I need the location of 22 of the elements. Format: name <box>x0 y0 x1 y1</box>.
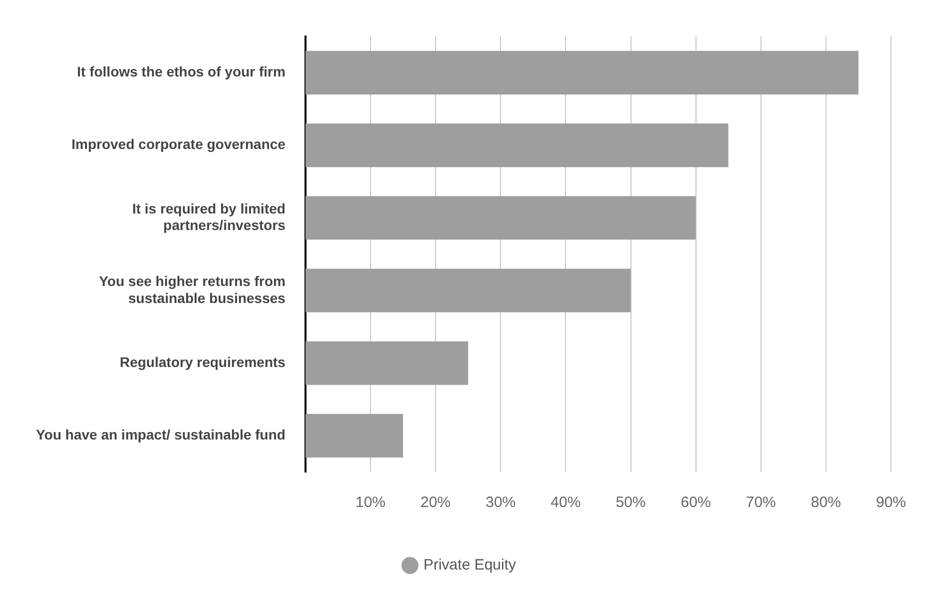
x-tick-label: 60% <box>680 494 711 512</box>
bar <box>305 196 696 240</box>
y-tick-label: It is required by limited partners/investors <box>132 200 286 234</box>
x-tick-label: 70% <box>746 494 776 512</box>
bar <box>305 50 858 94</box>
y-tick-label: Improved corporate governance <box>72 136 286 152</box>
x-tick-label: 50% <box>616 494 646 512</box>
y-tick-label: It follows the ethos of your firm <box>77 64 286 80</box>
x-tick-label: 30% <box>486 494 516 512</box>
legend-label: Private Equity <box>423 556 517 574</box>
x-tick-label: 80% <box>810 494 841 512</box>
y-tick-label: You see higher returns from sustainable businesses <box>99 272 286 306</box>
bar <box>305 341 468 385</box>
y-tick-label: Regulatory requirements <box>120 354 286 370</box>
x-tick-label: 10% <box>356 494 386 512</box>
bar <box>305 414 404 458</box>
bar <box>305 268 631 312</box>
bar <box>305 124 728 168</box>
x-tick-label: 20% <box>420 494 451 512</box>
x-tick-label: 90% <box>876 494 906 512</box>
y-tick-label: You have an impact/ sustainable fund <box>36 426 286 443</box>
x-tick-label: 40% <box>550 494 581 512</box>
